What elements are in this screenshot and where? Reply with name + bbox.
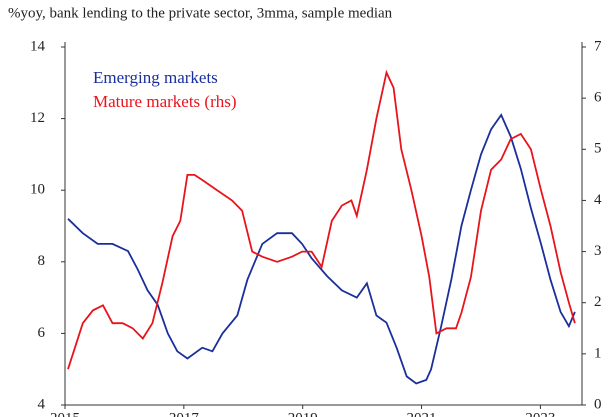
y2-tick-label: 1: [594, 345, 602, 361]
y2-tick-label: 6: [594, 90, 602, 106]
y2-tick-label: 2: [594, 294, 602, 310]
chart-subtitle: %yoy, bank lending to the private sector…: [8, 5, 393, 21]
x-tick-label: 2017: [169, 410, 200, 417]
y-tick-label: 14: [30, 38, 46, 54]
y-tick-label: 8: [38, 253, 46, 269]
y2-tick-label: 7: [594, 38, 602, 54]
y-tick-label: 10: [30, 182, 45, 198]
y-tick-label: 6: [38, 325, 46, 341]
y-tick-label: 12: [30, 110, 45, 126]
legend-entry: Emerging markets: [93, 68, 218, 87]
x-tick-label: 2023: [525, 410, 555, 417]
y2-tick-label: 0: [594, 396, 602, 412]
y2-tick-label: 4: [594, 192, 602, 208]
legend-entry: Mature markets (rhs): [93, 92, 237, 111]
y2-tick-label: 3: [594, 243, 602, 259]
series-line: [67, 113, 576, 385]
y2-tick-label: 5: [594, 141, 602, 157]
series-line: [67, 69, 576, 370]
x-tick-label: 2019: [288, 410, 318, 417]
x-tick-label: 2015: [50, 410, 80, 417]
x-tick-label: 2021: [407, 410, 437, 417]
y-tick-label: 4: [38, 396, 46, 412]
